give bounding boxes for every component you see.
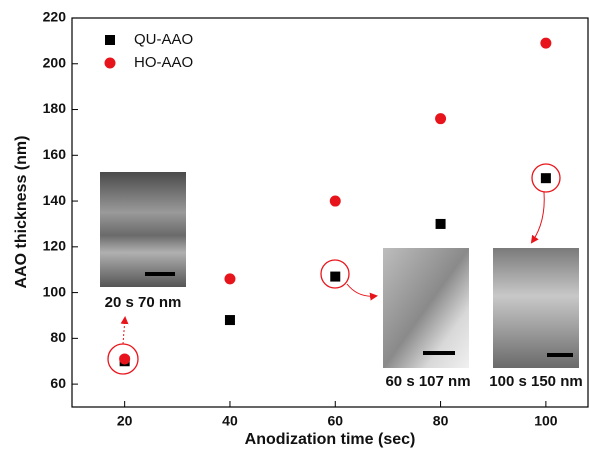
y-tick-label: 220 [43, 9, 67, 25]
arrow [346, 283, 378, 301]
sem-image [493, 248, 579, 368]
highlight-circle [531, 163, 561, 193]
y-tick-label: 120 [43, 238, 67, 254]
y-tick-label: 200 [43, 54, 67, 70]
y-axis-label: AAO thickness (nm) [13, 136, 30, 289]
insets: 20 s 70 nm 60 s 107 nm 100 s 150 nm [100, 163, 583, 390]
point [435, 113, 447, 125]
plot-frame [71, 17, 589, 408]
arrow [530, 191, 545, 244]
point [540, 173, 551, 184]
scale-bar [145, 272, 175, 276]
x-tick-label: 100 [534, 413, 558, 429]
point [435, 218, 446, 229]
y-tick-label: 80 [50, 329, 66, 345]
point [330, 271, 341, 282]
arrow [120, 316, 129, 345]
inset-caption: 20 s 70 nm [105, 294, 182, 311]
point [329, 195, 341, 207]
x-tick-label: 60 [327, 413, 343, 429]
legend-label: HO-AAO [134, 54, 193, 71]
sem-image [100, 172, 186, 287]
y-tick-label: 60 [50, 375, 66, 391]
highlight-circle [320, 259, 350, 289]
scale-bar [547, 353, 573, 357]
point [224, 273, 236, 285]
x-tick-label: 40 [222, 413, 238, 429]
point [540, 37, 552, 49]
legend-label: QU-AAO [134, 31, 193, 48]
y-tick-label: 180 [43, 100, 67, 116]
y-tick-label: 140 [43, 192, 67, 208]
legend-marker [104, 57, 116, 69]
sem-image [383, 248, 469, 368]
inset-caption: 60 s 107 nm [385, 373, 470, 390]
inset-caption: 100 s 150 nm [489, 373, 582, 390]
point [224, 315, 235, 326]
y-tick-label: 100 [43, 283, 67, 299]
x-axis-label: Anodization time (sec) [245, 431, 416, 448]
legend-marker [105, 35, 115, 45]
y-tick-label: 160 [43, 146, 67, 162]
point [119, 353, 131, 365]
x-tick-label: 20 [117, 413, 133, 429]
scale-bar [423, 351, 455, 355]
x-tick-label: 80 [433, 413, 449, 429]
